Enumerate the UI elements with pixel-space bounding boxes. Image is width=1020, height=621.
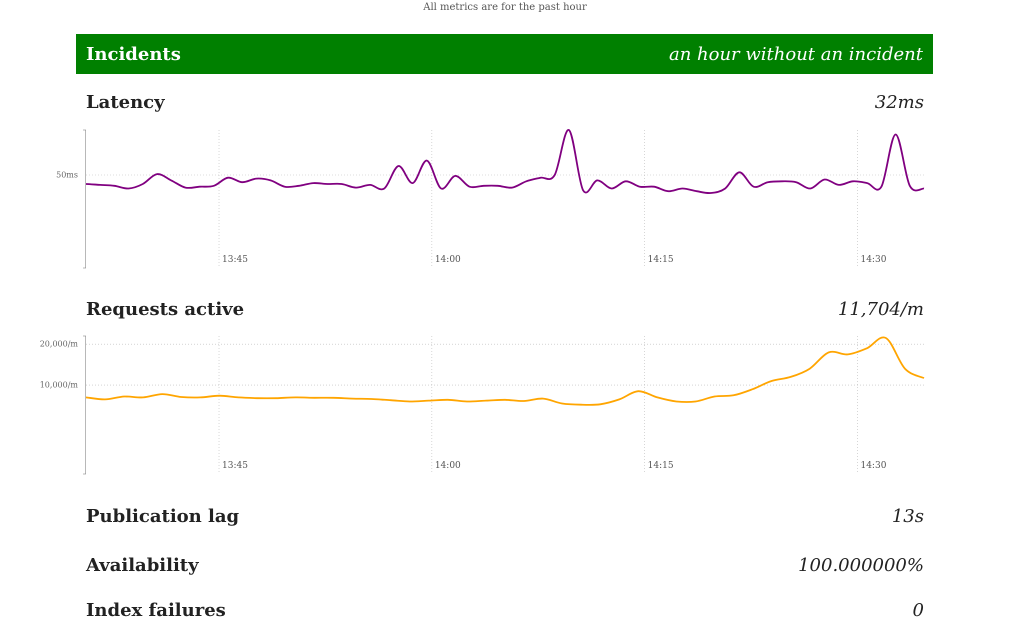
availability-row: Availability 100.000000% (86, 555, 924, 576)
incidents-title: Incidents (86, 43, 181, 65)
publication-lag-value: 13s (891, 506, 924, 527)
x-tick-label: 13:45 (222, 461, 248, 471)
y-tick-label: 50ms (56, 171, 78, 180)
x-tick-label: 13:45 (222, 255, 248, 265)
y-tick-label: 10,000/m (40, 381, 79, 390)
x-tick-label: 14:15 (648, 461, 674, 471)
publication-lag-title: Publication lag (86, 506, 240, 527)
x-tick-label: 14:00 (435, 461, 461, 471)
availability-value: 100.000000% (798, 555, 924, 576)
latency-chart: 50ms 13:45 14:00 14:15 14:30 (56, 129, 925, 269)
series-line-requests (85, 336, 925, 406)
incidents-banner: Incidents an hour without an incident (76, 34, 933, 74)
latency-value: 32ms (874, 92, 924, 113)
x-tick-label: 14:15 (648, 255, 674, 265)
index-failures-title: Index failures (86, 600, 226, 621)
availability-title: Availability (86, 555, 199, 576)
requests-chart: 10,000/m 20,000/m 13:45 14:00 14:15 14:30 (40, 335, 925, 475)
requests-title: Requests active (86, 299, 245, 320)
series-line-latency (85, 129, 925, 194)
page-subtitle: All metrics are for the past hour (423, 2, 587, 13)
x-tick-label: 14:30 (860, 255, 886, 265)
latency-header: Latency 32ms (86, 92, 924, 113)
index-failures-row: Index failures 0 (86, 600, 924, 621)
latency-title: Latency (86, 92, 165, 113)
x-tick-label: 14:00 (435, 255, 461, 265)
requests-header: Requests active 11,704/m (86, 299, 924, 320)
y-tick-label: 20,000/m (40, 340, 79, 349)
incidents-status: an hour without an incident (668, 43, 923, 65)
publication-lag-row: Publication lag 13s (86, 506, 924, 527)
requests-value: 11,704/m (837, 299, 924, 320)
x-tick-label: 14:30 (860, 461, 886, 471)
index-failures-value: 0 (912, 600, 924, 621)
